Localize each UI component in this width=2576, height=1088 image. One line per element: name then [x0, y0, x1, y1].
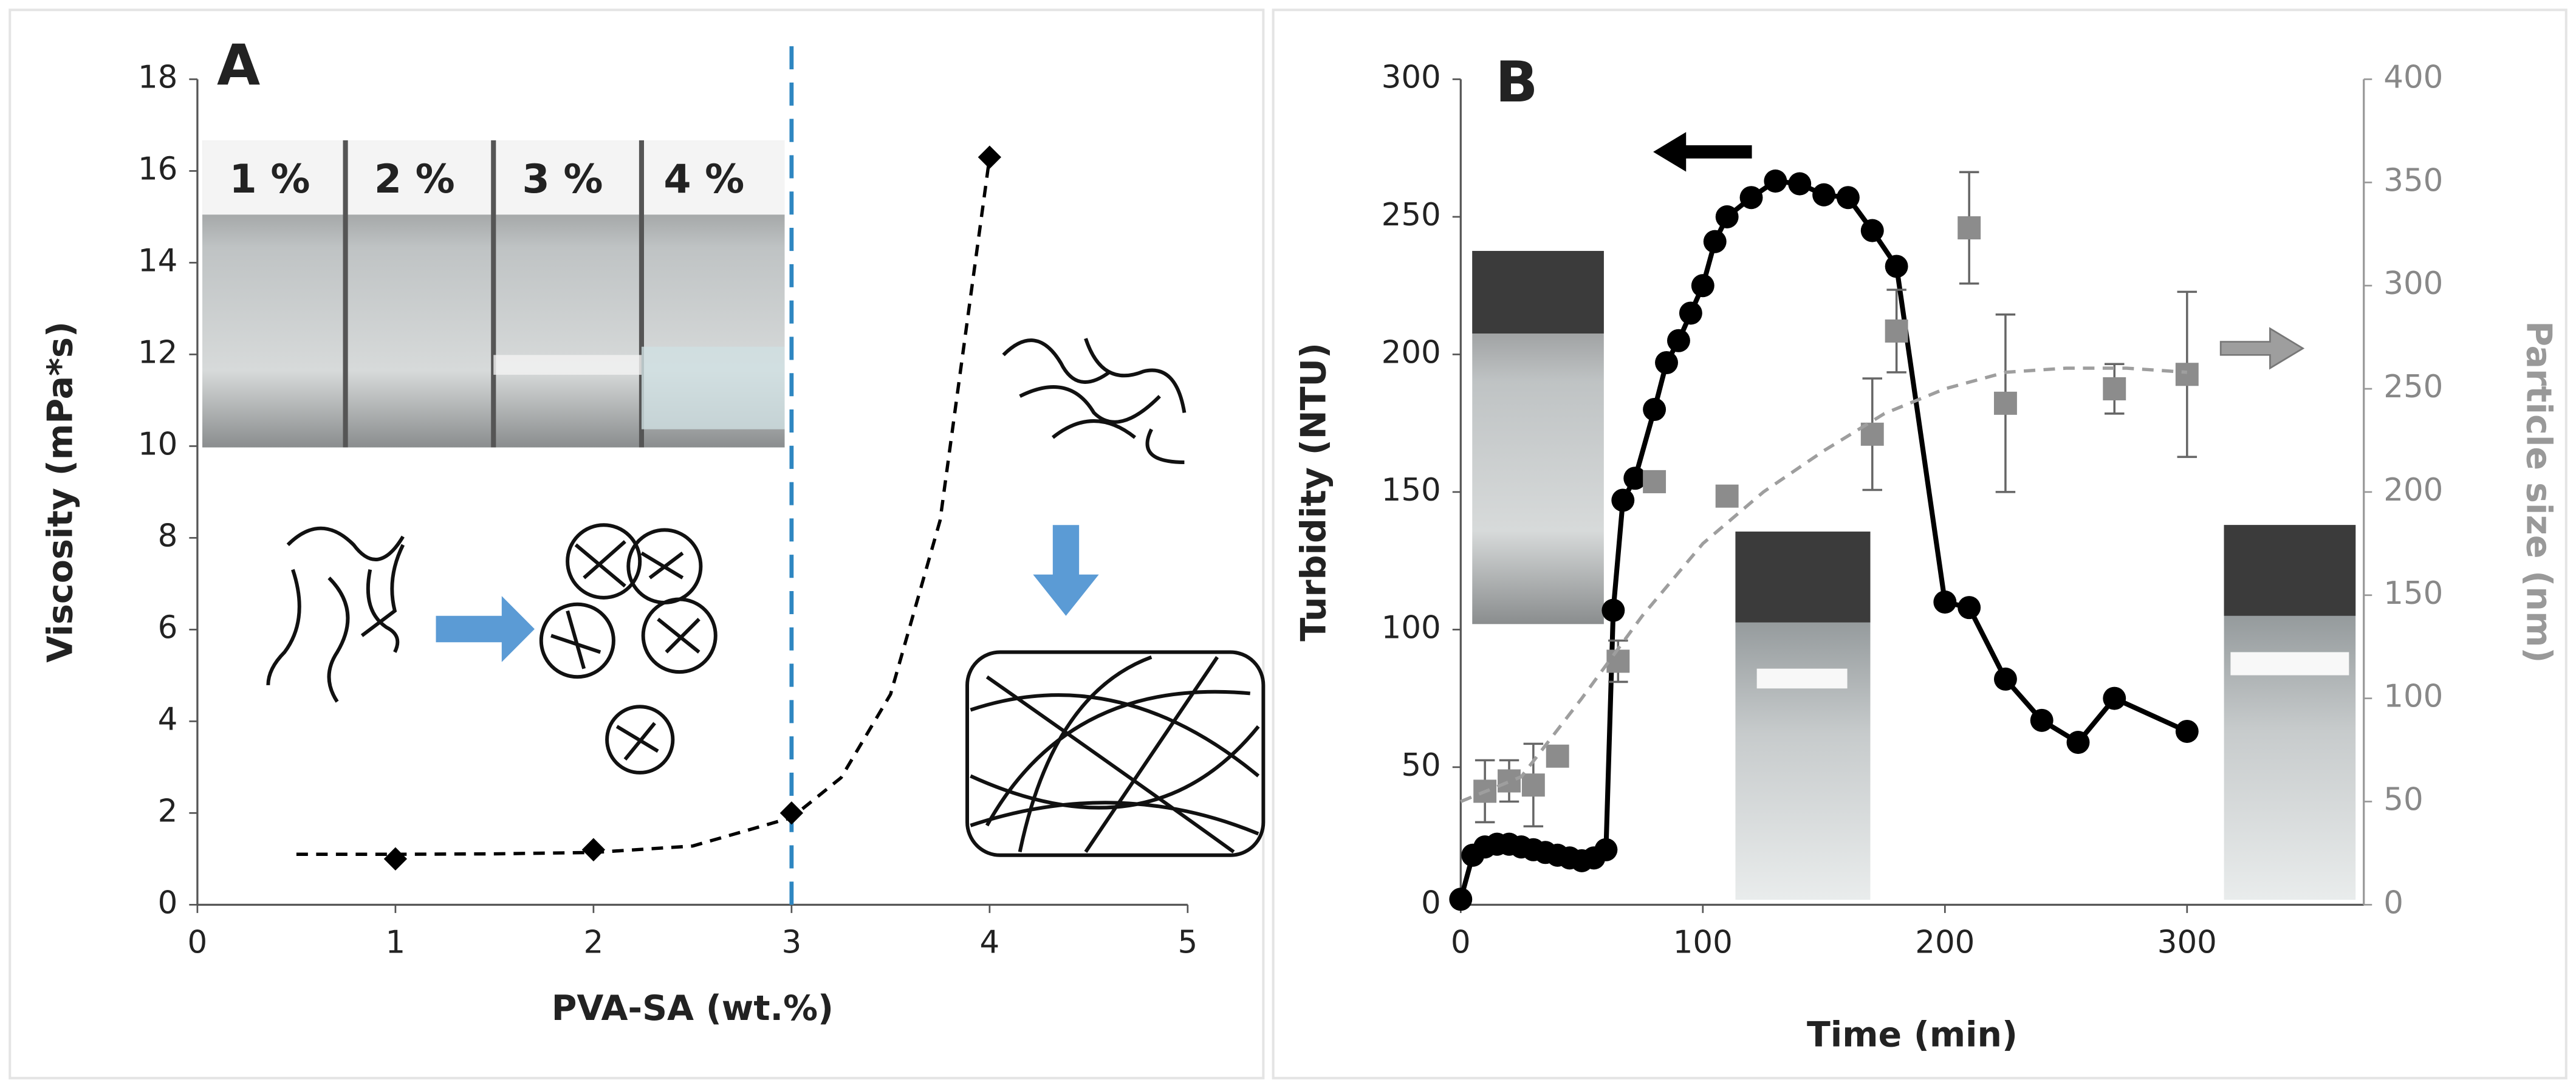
data-point — [1449, 888, 1473, 911]
data-point — [2103, 686, 2126, 710]
x-tick-label: 2 — [584, 924, 604, 960]
data-point — [2175, 719, 2199, 743]
data-point — [1836, 186, 1860, 210]
data-point — [1958, 596, 1981, 620]
image-label: 3 % — [522, 157, 603, 202]
data-point — [1885, 255, 1908, 278]
y2-tick-label: 400 — [2383, 59, 2443, 95]
data-point — [1885, 319, 1908, 343]
data-point — [1521, 773, 1545, 797]
x-axis-label: Time (min) — [1807, 1014, 2018, 1055]
y-tick-label: 18 — [138, 59, 177, 95]
data-point — [1703, 230, 1727, 253]
arrow — [436, 525, 1099, 662]
axis-arrow — [1653, 132, 2305, 370]
data-point — [1860, 219, 1884, 242]
data-point — [383, 847, 408, 871]
data-point — [2175, 363, 2199, 386]
data-point — [1601, 598, 1625, 622]
y-tick-label: 16 — [138, 151, 177, 187]
data-point — [1933, 590, 1957, 614]
x-tick-label: 100 — [1673, 924, 1733, 960]
y-tick-label: 8 — [158, 518, 178, 554]
y-tick-label: 10 — [138, 426, 177, 462]
y2-tick-label: 300 — [2383, 265, 2443, 302]
y-tick-label: 250 — [1382, 197, 1441, 233]
data-point — [1623, 467, 1647, 490]
data-point — [1764, 169, 1787, 193]
y-tick-label: 150 — [1382, 472, 1441, 508]
y-axis-label: Viscosity (mPa*s) — [41, 321, 81, 663]
data-point — [2103, 377, 2126, 401]
data-point — [1715, 484, 1739, 508]
x-tick-label: 0 — [1451, 924, 1471, 960]
data-point — [1594, 838, 1618, 861]
y-tick-label: 0 — [1421, 884, 1441, 921]
y-axis-label: Turbidity (NTU) — [1294, 343, 1334, 642]
data-point — [2030, 708, 2054, 732]
data-point — [581, 838, 606, 861]
panel-label: B — [1495, 49, 1538, 115]
y-tick-label: 50 — [1401, 747, 1440, 784]
data-point — [1993, 391, 2017, 415]
fit-line — [296, 157, 992, 856]
y2-tick-label: 200 — [2383, 472, 2443, 508]
y-tick-label: 200 — [1382, 334, 1441, 371]
fit-line — [1460, 366, 2187, 803]
data-point — [1667, 329, 1690, 352]
data-point — [779, 801, 804, 825]
panel-frame — [1272, 9, 2567, 1079]
data-point — [2066, 731, 2090, 754]
data-point — [1993, 667, 2017, 691]
x-tick-label: 300 — [2157, 924, 2217, 960]
y-tick-label: 4 — [158, 701, 178, 737]
y-tick-label: 300 — [1382, 59, 1441, 95]
y2-axis-label: Particle size (nm) — [2518, 321, 2558, 663]
y2-tick-label: 150 — [2383, 575, 2443, 612]
y-tick-label: 6 — [158, 609, 178, 646]
panel-frame — [9, 9, 1265, 1079]
y-tick-label: 2 — [158, 793, 178, 829]
data-point — [1739, 186, 1763, 210]
data-point — [1643, 470, 1667, 493]
image-label: 4 % — [663, 157, 744, 202]
image-label: 1 % — [230, 157, 310, 202]
y2-tick-label: 100 — [2383, 679, 2443, 715]
y2-tick-label: 350 — [2383, 162, 2443, 199]
x-tick-label: 200 — [1915, 924, 1975, 960]
x-tick-label: 0 — [188, 924, 208, 960]
y-tick-label: 14 — [138, 242, 177, 279]
data-point — [1606, 649, 1630, 673]
data-point — [1498, 769, 1521, 793]
x-tick-label: 5 — [1177, 924, 1197, 960]
y-tick-label: 100 — [1382, 609, 1441, 646]
x-tick-label: 3 — [781, 924, 801, 960]
y-tick-label: 12 — [138, 334, 177, 371]
data-point — [1679, 301, 1702, 325]
y2-tick-label: 50 — [2383, 781, 2423, 818]
y2-tick-label: 250 — [2383, 369, 2443, 405]
data-point — [1691, 274, 1714, 298]
vial-photo — [1472, 251, 2356, 900]
x-tick-label: 1 — [386, 924, 406, 960]
image-label: 2 % — [374, 157, 455, 202]
vial-photo — [202, 140, 785, 448]
data-point — [1715, 205, 1739, 228]
data-point — [1546, 744, 1569, 768]
x-axis-label: PVA-SA (wt.%) — [552, 988, 834, 1028]
data-point — [1643, 397, 1667, 422]
data-point — [1655, 351, 1678, 375]
data-point — [1611, 488, 1635, 512]
y-tick-label: 0 — [158, 884, 178, 921]
x-tick-label: 4 — [979, 924, 999, 960]
data-point — [1812, 183, 1836, 207]
data-point — [1958, 216, 1981, 240]
chain-schematic — [266, 338, 1266, 857]
y2-tick-label: 0 — [2383, 884, 2403, 921]
panel-label: A — [217, 32, 260, 98]
data-point — [1788, 172, 1812, 196]
